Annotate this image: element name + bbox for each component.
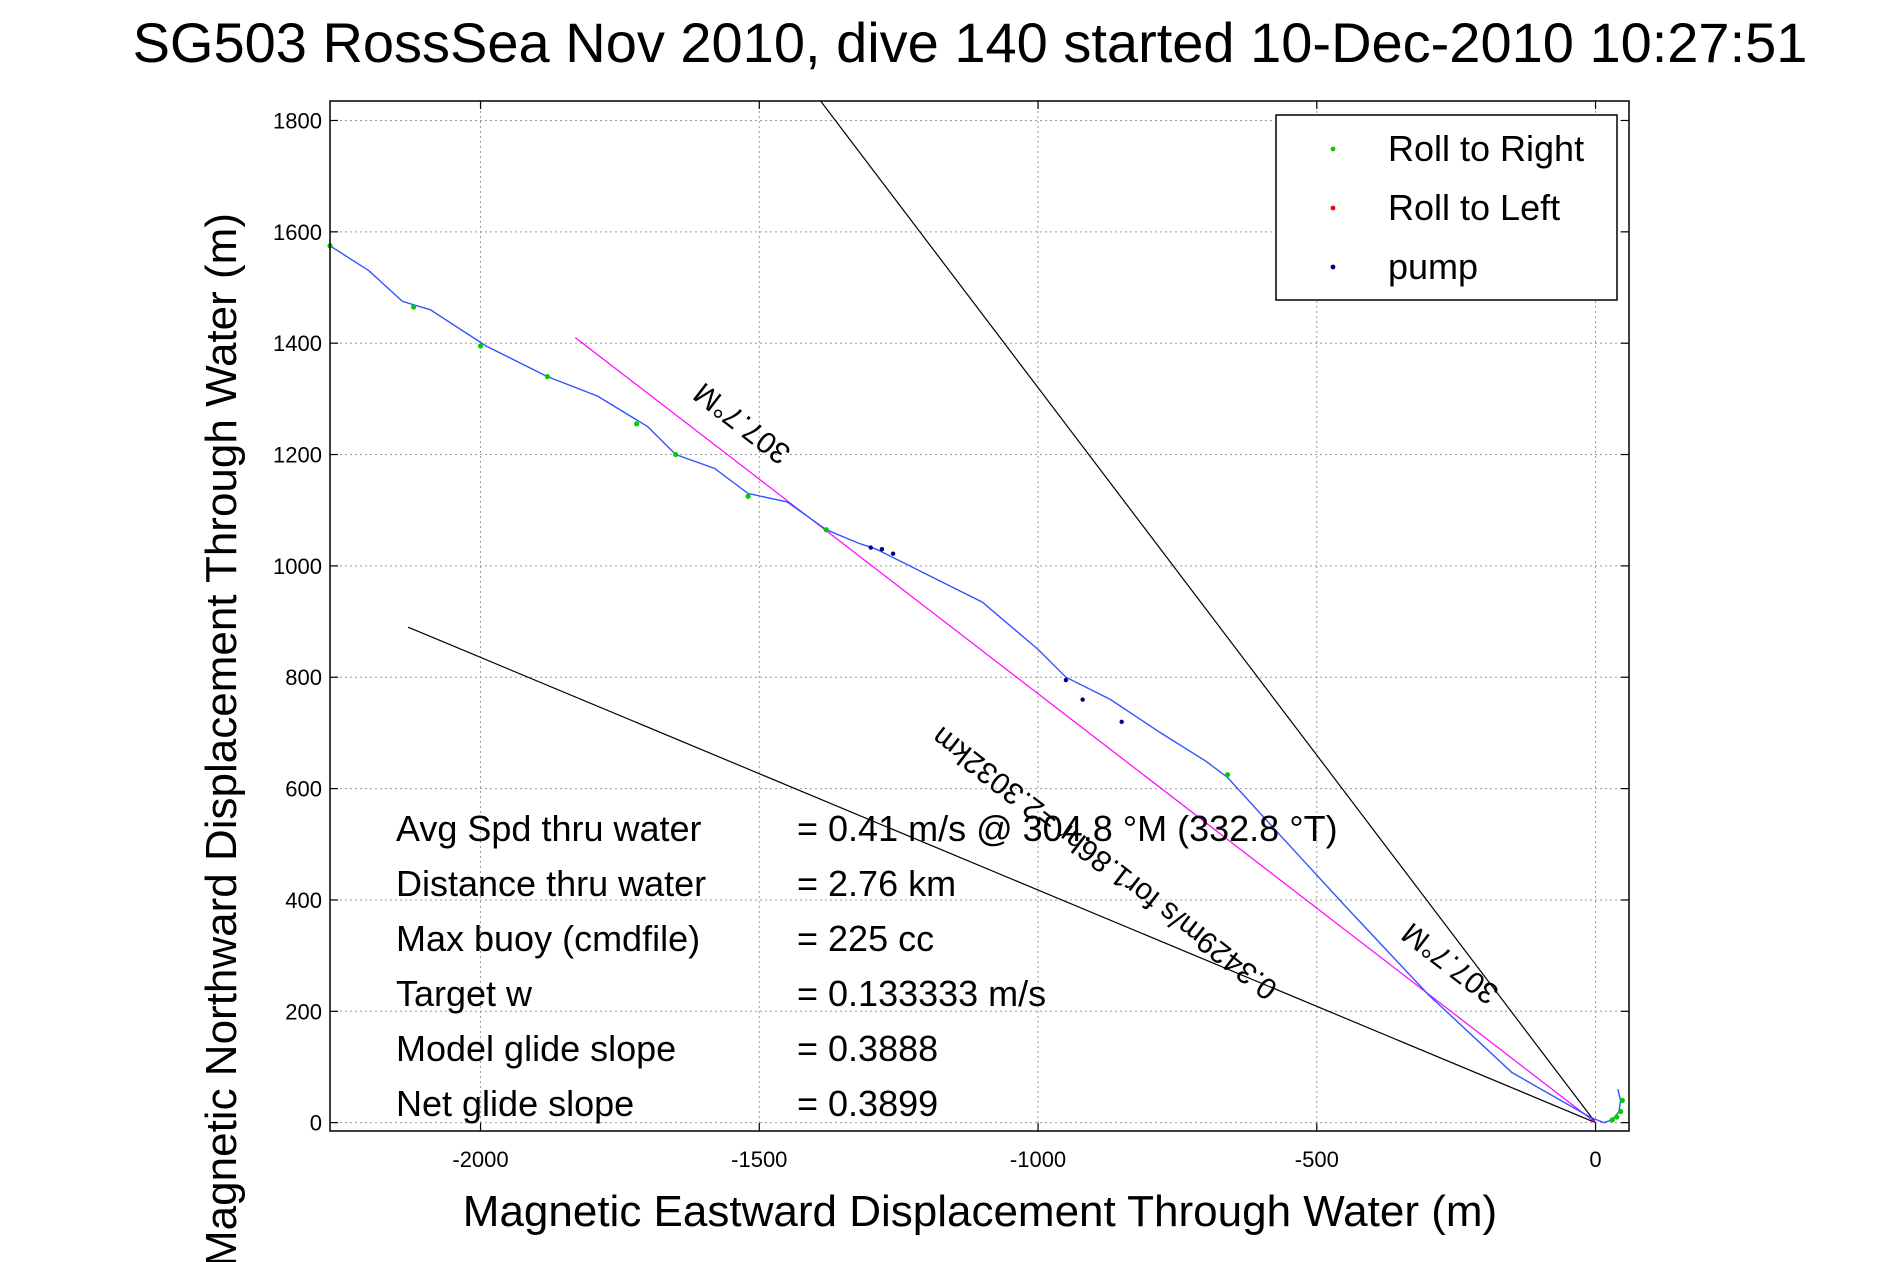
y-tick-label: 0 <box>310 1111 322 1136</box>
roll-and-pump-markers <box>327 243 1625 1123</box>
x-tick-label: -2000 <box>452 1147 508 1172</box>
y-tick-label: 1600 <box>273 220 322 245</box>
roll-right-point <box>745 493 751 499</box>
legend-label: Roll to Right <box>1388 128 1584 169</box>
stat-label: Net glide slope <box>396 1083 634 1124</box>
x-axis-label: Magnetic Eastward Displacement Through W… <box>463 1187 1497 1236</box>
x-tick-label: -500 <box>1295 1147 1339 1172</box>
dive-statistics: Avg Spd thru water = 0.41 m/s @ 304.8 °M … <box>396 808 1338 1124</box>
chart-title: SG503 RossSea Nov 2010, dive 140 started… <box>133 11 1808 74</box>
legend: Roll to Right Roll to Left pump <box>1275 114 1618 301</box>
pump-point <box>890 551 896 556</box>
pump-point <box>868 545 873 550</box>
roll-right-point <box>634 421 640 427</box>
y-tick-label: 600 <box>285 777 322 802</box>
x-tick-label: -1500 <box>731 1147 787 1172</box>
legend-label: pump <box>1388 246 1478 287</box>
axis-ticks: -2000 -1500 -1000 -500 0 0 200 400 600 800 1000 120… <box>273 101 1629 1172</box>
y-tick-label: 400 <box>285 888 322 913</box>
stat-label: Distance thru water <box>396 863 706 904</box>
x-tick-label: -1000 <box>1010 1147 1066 1172</box>
y-tick-label: 1200 <box>273 443 322 468</box>
roll-right-point <box>1619 1097 1625 1103</box>
roll-right-point <box>411 304 417 310</box>
x-tick-label: 0 <box>1589 1147 1601 1172</box>
grid-lines <box>330 101 1629 1131</box>
stat-value: = 0.133333 m/s <box>797 973 1046 1014</box>
roll-right-point <box>1609 1117 1615 1123</box>
y-axis-label: Magnetic Northward Displacement Through … <box>197 213 246 1262</box>
y-tick-label: 1800 <box>273 108 322 133</box>
y-tick-label: 200 <box>285 999 322 1024</box>
heading-line-0 <box>820 100 1597 1124</box>
pump-point <box>1063 677 1069 683</box>
stat-value: = 0.41 m/s @ 304.8 °M (332.8 °T) <box>797 808 1338 849</box>
stat-value: = 0.3888 <box>797 1028 938 1069</box>
roll-right-point <box>823 527 829 533</box>
roll-right-point <box>1618 1108 1624 1115</box>
pump-point <box>879 546 885 552</box>
roll-right-point <box>544 373 551 380</box>
track-line <box>329 245 1622 1124</box>
stat-label: Target w <box>396 973 533 1014</box>
y-tick-label: 1400 <box>273 331 322 356</box>
y-tick-label: 1000 <box>273 554 322 579</box>
stat-label: Avg Spd thru water <box>396 808 702 849</box>
legend-marker <box>1330 146 1336 152</box>
stat-value: = 0.3899 <box>797 1083 938 1124</box>
roll-right-point <box>1614 1114 1620 1120</box>
roll-right-point <box>673 451 679 458</box>
roll-right-point <box>477 343 484 349</box>
dive-track <box>329 245 1622 1124</box>
legend-marker <box>1330 205 1336 211</box>
heading-line-1 <box>407 626 1596 1124</box>
pump-point <box>1080 697 1085 702</box>
legend-marker <box>1330 264 1336 270</box>
stat-value: = 225 cc <box>797 918 934 959</box>
legend-label: Roll to Left <box>1388 187 1560 228</box>
stat-label: Model glide slope <box>396 1028 676 1069</box>
stat-label: Max buoy (cmdfile) <box>396 918 700 959</box>
pump-point <box>1119 719 1124 724</box>
roll-right-point <box>1224 772 1231 778</box>
stat-value: = 2.76 km <box>797 863 956 904</box>
plot-frame <box>329 100 1630 1132</box>
y-tick-label: 800 <box>285 665 322 690</box>
